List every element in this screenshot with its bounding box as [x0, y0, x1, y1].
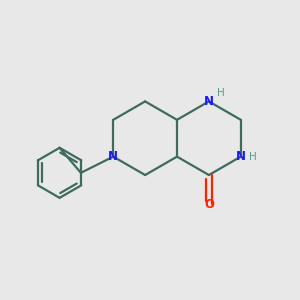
Text: N: N	[204, 95, 214, 108]
Text: H: H	[217, 88, 224, 98]
Text: H: H	[249, 152, 257, 162]
Text: N: N	[236, 150, 246, 163]
Text: N: N	[108, 150, 118, 163]
Text: O: O	[204, 198, 214, 211]
